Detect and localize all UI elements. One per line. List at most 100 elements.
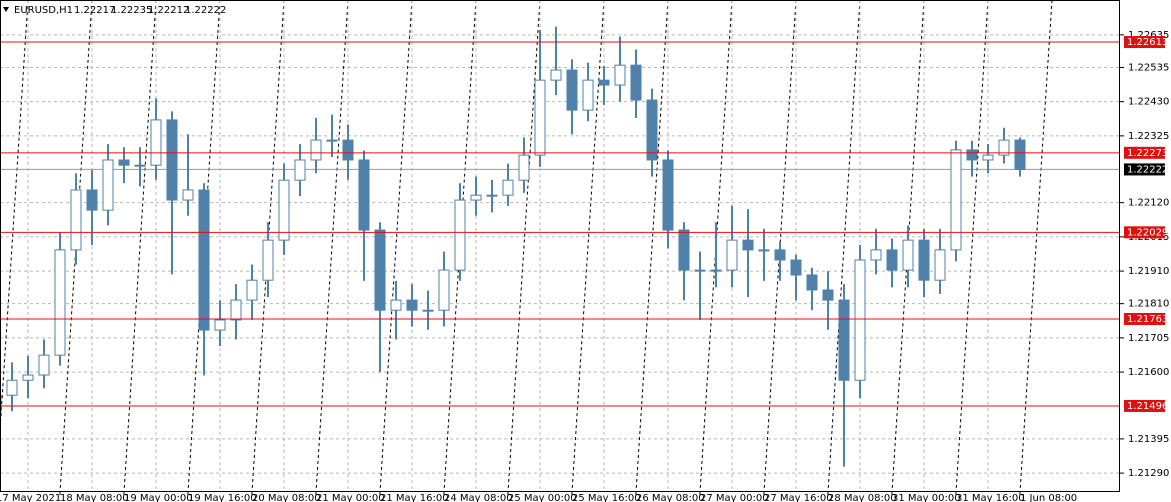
plot-frame — [0, 0, 1120, 492]
grid-line — [827, 0, 861, 493]
grid-line — [123, 0, 157, 493]
candle-body — [726, 239, 738, 271]
candle-body — [1014, 139, 1026, 170]
y-tick-label: 1.22430 — [1128, 97, 1169, 108]
candle-body — [742, 239, 754, 251]
grid-line — [955, 0, 989, 493]
candle-body — [470, 194, 482, 201]
candle-body — [326, 139, 338, 142]
x-tick-label: 24 May 08:00 — [444, 493, 513, 502]
candle-body — [886, 249, 898, 271]
grid-line — [379, 0, 413, 493]
candle-body — [598, 79, 610, 86]
y-tick-label: 1.22325 — [1128, 131, 1169, 142]
x-tick-label: 18 May 08:00 — [60, 493, 129, 502]
candle-body — [182, 189, 194, 201]
grid-line — [1019, 0, 1053, 493]
grid-line — [571, 0, 605, 493]
candle-body — [70, 189, 82, 251]
candle-body — [390, 299, 402, 311]
candle-body — [278, 179, 290, 241]
candle-body — [422, 309, 434, 312]
candle-body — [870, 249, 882, 261]
x-tick-label: 19 May 00:00 — [124, 493, 193, 502]
candle-body — [998, 139, 1010, 156]
x-tick-label: 27 May 16:00 — [764, 493, 833, 502]
candle-body — [102, 159, 114, 211]
grid-line — [315, 0, 349, 493]
candle-body — [902, 239, 914, 271]
candle-body — [246, 279, 258, 301]
candle-body — [150, 119, 162, 166]
candle-body — [710, 269, 722, 272]
y-tick-label: 1.21705 — [1128, 333, 1169, 344]
x-tick-label: 1 Jun 08:00 — [1020, 493, 1077, 502]
candle-body — [454, 199, 466, 271]
grid-line — [507, 0, 541, 493]
x-tick-label: 19 May 16:00 — [188, 493, 257, 502]
candle-body — [662, 159, 674, 231]
candle-body — [534, 79, 546, 156]
candle-body — [374, 229, 386, 311]
candle-body — [790, 259, 802, 276]
x-tick-label: 31 May 16:00 — [956, 493, 1025, 502]
candle-body — [934, 249, 946, 281]
candle-body — [262, 239, 274, 281]
candle-body — [54, 249, 66, 356]
x-tick-label: 26 May 08:00 — [636, 493, 705, 502]
candle-body — [294, 159, 306, 181]
candle-body — [550, 69, 562, 81]
candle-body — [694, 269, 706, 272]
candle-body — [774, 249, 786, 261]
y-tick-label: 1.21395 — [1128, 434, 1169, 445]
candle-body — [198, 189, 210, 331]
quote: 1.22235 — [111, 5, 152, 16]
y-tick-label: 1.21290 — [1128, 468, 1169, 479]
marks — [0, 26, 1120, 467]
candle-body — [342, 139, 354, 161]
menu-arrow[interactable] — [3, 7, 9, 12]
candle-body — [806, 274, 818, 291]
grid-line — [635, 0, 669, 493]
candle-body — [214, 319, 226, 331]
level-label: 1.22029 — [1127, 227, 1168, 238]
y-tick-label: 1.22120 — [1128, 198, 1169, 209]
candle-body — [678, 229, 690, 271]
candle-body — [838, 299, 850, 381]
level-label: 1.22273 — [1127, 148, 1168, 159]
level-label: 1.21496 — [1127, 401, 1168, 412]
y-tick-label: 1.21810 — [1128, 299, 1169, 310]
quote: 1.22222 — [185, 5, 226, 16]
candle-body — [646, 99, 658, 161]
level-label-box — [1124, 146, 1165, 159]
candle-body — [614, 64, 626, 86]
candle-body — [6, 379, 18, 396]
candle-body — [86, 189, 98, 211]
symbol: EURUSD,H1 — [14, 5, 73, 16]
candle-body — [518, 154, 530, 181]
x-tick-label: 25 May 00:00 — [508, 493, 577, 502]
candle-body — [358, 159, 370, 231]
candle-body — [982, 154, 994, 161]
x-tick-label: 28 May 08:00 — [828, 493, 897, 502]
quote: 1.22212 — [148, 5, 189, 16]
candle-body — [118, 159, 130, 166]
candle-body — [230, 299, 242, 321]
level-label-box — [1124, 226, 1165, 239]
level-label: 1.22613 — [1127, 37, 1168, 48]
candle-body — [438, 269, 450, 311]
quote: 1.22217 — [74, 5, 115, 16]
y-tick-label: 1.21600 — [1128, 367, 1169, 378]
x-tick-label: 25 May 16:00 — [572, 493, 641, 502]
candle-body — [854, 259, 866, 381]
y-tick-label: 1.22635 — [1128, 30, 1169, 41]
current-price-label: 1.22222 — [1127, 164, 1168, 175]
x-tick-label: 17 May 2021 — [0, 493, 61, 502]
candle-body — [486, 194, 498, 197]
candle-body — [966, 149, 978, 161]
candle-body — [134, 164, 146, 167]
candle-body — [822, 289, 834, 301]
